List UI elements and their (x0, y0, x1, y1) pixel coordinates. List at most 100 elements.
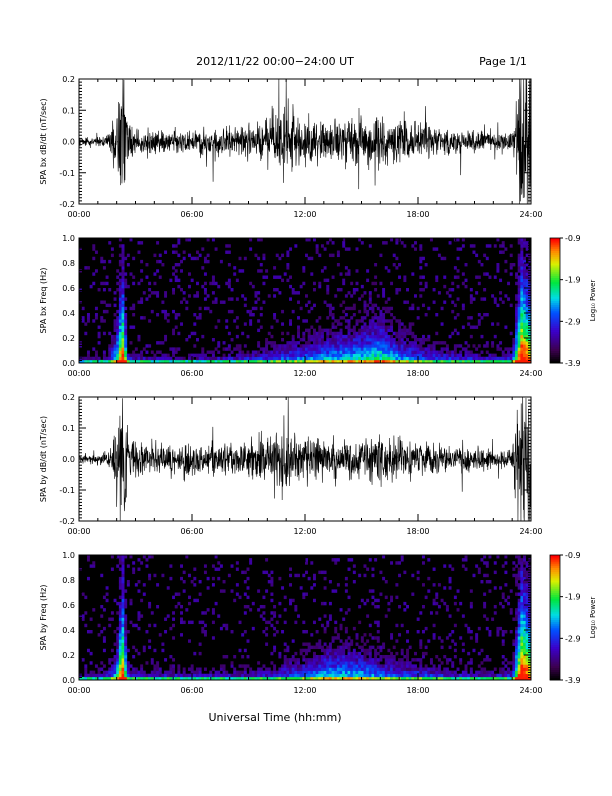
spectrogram-cell (294, 658, 298, 662)
spectrogram-cell (132, 645, 136, 650)
spectrogram-cell (145, 263, 149, 267)
spectrogram-cell (307, 645, 311, 650)
spectrogram-cell (118, 244, 122, 248)
spectrogram-cell (520, 655, 524, 659)
spectrogram-cell (318, 334, 322, 339)
spectrogram-cell (281, 667, 285, 671)
spectrogram-cell (459, 636, 463, 640)
spectrogram-cell (440, 661, 444, 665)
spectrogram-cell (360, 294, 364, 298)
spectrogram-cell (211, 611, 215, 615)
spectrogram-cell (320, 673, 324, 678)
spectrogram-cell (331, 331, 335, 336)
spectrogram-cell (421, 555, 425, 559)
spectrogram-cell (211, 356, 215, 361)
spectrogram-cell (336, 341, 340, 345)
spectrogram-cell (382, 319, 386, 323)
spectrogram-cell (520, 309, 524, 314)
spectrogram-cell (238, 670, 242, 675)
spectrogram-cell (121, 244, 125, 248)
y-tick-label: 0.4 (62, 309, 75, 318)
spectrogram-cell (427, 356, 431, 361)
spectrogram-cell (177, 241, 181, 245)
spectrogram-cell (132, 561, 136, 565)
spectrogram-cell (374, 347, 378, 351)
spectrogram-cell (137, 614, 141, 618)
spectrogram-cell (411, 303, 415, 308)
spectrogram-cell (395, 673, 399, 678)
spectrogram-cell (520, 284, 524, 289)
spectrogram-cell (294, 605, 298, 609)
spectrogram-cell (451, 670, 455, 675)
spectrogram-cell (488, 633, 492, 637)
spectrogram-cell (310, 272, 314, 276)
spectrogram-cell (520, 294, 524, 298)
spectrogram-cell (291, 338, 295, 342)
spectrogram-cell (211, 636, 215, 640)
spectrogram-cell (227, 284, 231, 289)
colorbar-segment (550, 630, 560, 633)
spectrogram-cell (140, 598, 144, 603)
colorbar-segment (550, 600, 560, 604)
spectrogram-cell (517, 608, 521, 612)
spectrogram-cell (283, 347, 287, 351)
spectrogram-cell (265, 589, 269, 593)
spectrogram-cell (118, 319, 122, 323)
spectrogram-cell (310, 645, 314, 650)
spectrogram-cell (116, 322, 120, 326)
spectrogram-cell (472, 359, 476, 364)
spectrogram-cell (344, 639, 348, 643)
spectrogram-cell (523, 263, 526, 267)
colorbar-segment (550, 675, 560, 679)
spectrogram-cell (509, 303, 513, 308)
spectrogram-cell (448, 658, 452, 662)
spectrogram-cell (217, 576, 221, 581)
spectrogram-cell (523, 272, 526, 276)
spectrogram-cell (156, 359, 160, 364)
spectrogram-cell (158, 676, 162, 681)
spectrogram-cell (515, 328, 519, 333)
spectrogram-cell (445, 353, 449, 358)
spectrogram-cell (347, 558, 351, 562)
spectrogram-cell (116, 347, 120, 351)
spectrogram-cell (97, 676, 101, 681)
spectrogram-cell (116, 328, 120, 333)
spectrogram-cell (291, 288, 295, 292)
spectrogram-cell (328, 341, 332, 345)
spectrogram-cell (520, 664, 524, 668)
spectrogram-cell (453, 601, 457, 606)
spectrogram-cell (121, 589, 125, 593)
spectrogram-cell (326, 648, 330, 653)
spectrogram-cell (387, 306, 391, 311)
spectrogram-cell (129, 359, 133, 364)
spectrogram-cell (347, 328, 351, 333)
spectrogram-cell (464, 664, 468, 668)
spectrogram-cell (339, 338, 343, 342)
spectrogram-cell (257, 673, 261, 678)
spectrogram-cell (398, 353, 402, 358)
spectrogram-cell (437, 353, 441, 358)
spectrogram-cell (515, 658, 519, 662)
spectrogram-cell (257, 238, 261, 242)
spectrogram-cell (528, 275, 532, 279)
spectrogram-cell (124, 636, 128, 640)
spectrogram-cell (358, 334, 362, 339)
spectrogram-cell (206, 586, 210, 590)
spectrogram-cell (390, 661, 394, 665)
spectrogram-cell (400, 676, 404, 681)
spectrogram-cell (435, 601, 439, 606)
spectrogram-cell (177, 359, 181, 364)
spectrogram-cell (262, 570, 266, 575)
spectrogram-cell (286, 344, 290, 348)
spectrogram-cell (289, 341, 293, 345)
spectrogram-cell (424, 281, 428, 286)
spectrogram-cell (406, 359, 409, 364)
spectrogram-cell (525, 642, 529, 646)
spectrogram-cell (116, 564, 120, 568)
spectrogram-cell (339, 316, 343, 320)
spectrogram-cell (291, 598, 295, 603)
spectrogram-cell (392, 338, 396, 342)
spectrogram-cell (347, 247, 351, 251)
spectrogram-cell (273, 356, 277, 361)
spectrogram-cell (222, 664, 226, 668)
